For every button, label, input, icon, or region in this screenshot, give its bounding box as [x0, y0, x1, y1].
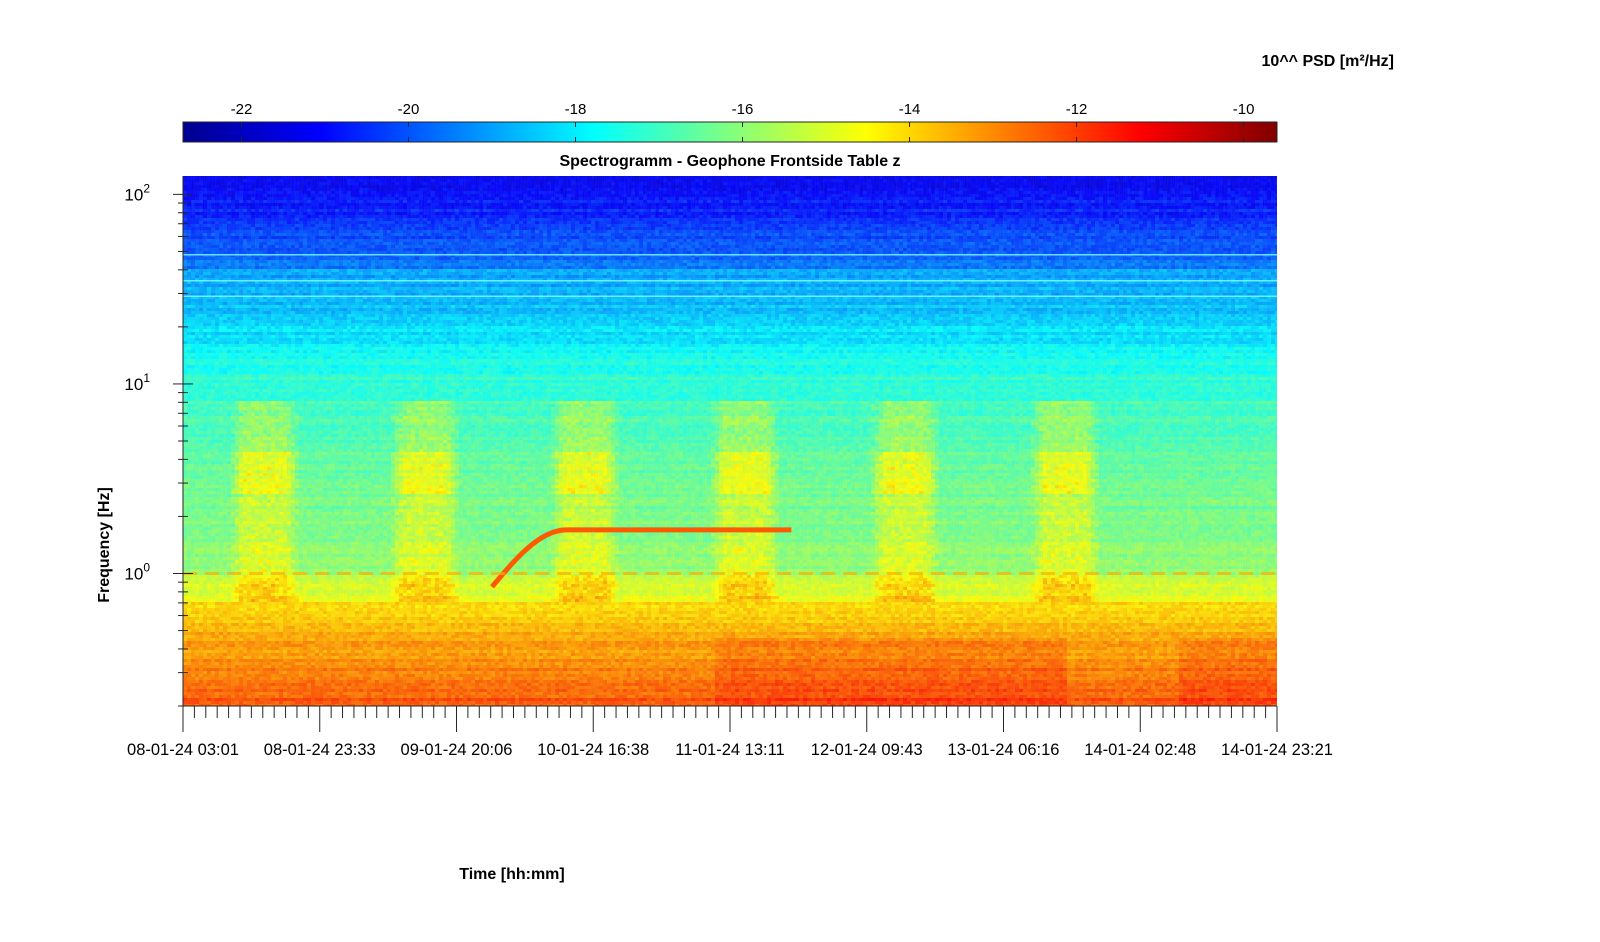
chart-title: Spectrogramm - Geophone Frontside Table … [559, 153, 900, 170]
x-tick-label: 10-01-24 16:38 [537, 741, 649, 759]
colorbar [182, 121, 1278, 143]
x-tick-label: 12-01-24 09:43 [811, 741, 923, 759]
x-axis-label: Time [hh:mm] [459, 866, 564, 883]
x-axis-ticks: 08-01-24 03:01 08-01-24 23:33 09-01-24 20:… [127, 706, 1333, 759]
y-axis-label: Frequency [Hz] [96, 487, 113, 603]
colorbar-tick-labels: -22 -20 -18 -16 -14 -12 -10 [231, 101, 1255, 118]
colorbar-tick-label: -22 [231, 101, 253, 118]
x-tick-label: 09-01-24 20:06 [401, 741, 513, 759]
y-axis-ticks: 100 101 102 [124, 181, 193, 707]
x-tick-label: 14-01-24 02:48 [1084, 741, 1196, 759]
colorbar-tick-label: -12 [1066, 101, 1088, 118]
x-tick-label: 08-01-24 23:33 [264, 741, 376, 759]
spectrogram-image [183, 176, 1277, 706]
colorbar-tick-label: -16 [732, 101, 754, 118]
y-tick-label: 100 [124, 561, 150, 584]
x-tick-label: 14-01-24 23:21 [1221, 741, 1333, 759]
colorbar-tick-label: -18 [565, 101, 587, 118]
colorbar-tick-label: -20 [398, 101, 420, 118]
tonal-line [490, 527, 792, 589]
x-tick-label: 11-01-24 13:11 [675, 741, 784, 759]
colorbar-tick-label: -14 [899, 101, 921, 118]
x-tick-label: 13-01-24 06:16 [948, 741, 1060, 759]
y-tick-label: 102 [124, 181, 150, 204]
colorbar-tick-label: -10 [1233, 101, 1255, 118]
x-tick-label: 08-01-24 03:01 [127, 741, 239, 759]
colorbar-ticks [240, 122, 1245, 142]
y-tick-label: 101 [124, 371, 150, 394]
colorbar-label: 10^^ PSD [m²/Hz] [1262, 53, 1394, 70]
